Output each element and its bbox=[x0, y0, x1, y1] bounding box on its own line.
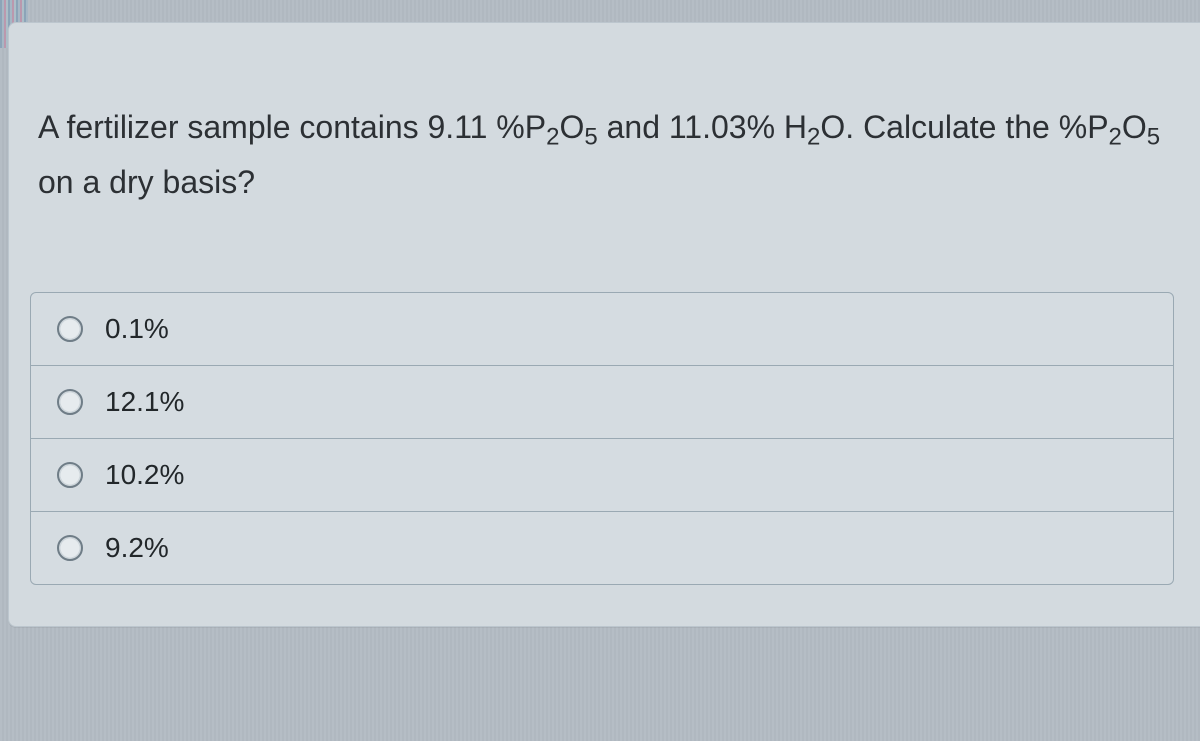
question-text: A fertilizer sample contains 9.11 %P2O5 … bbox=[38, 102, 1166, 208]
option-3[interactable]: 10.2% bbox=[31, 438, 1173, 511]
option-label: 9.2% bbox=[105, 532, 169, 564]
question-text-part: on a dry basis? bbox=[38, 164, 255, 200]
radio-icon[interactable] bbox=[57, 389, 83, 415]
option-label: 10.2% bbox=[105, 459, 184, 491]
question-card: A fertilizer sample contains 9.11 %P2O5 … bbox=[8, 22, 1200, 627]
subscript-2: 2 bbox=[807, 124, 820, 151]
question-text-part: and 11.03% H bbox=[598, 109, 807, 145]
option-2[interactable]: 12.1% bbox=[31, 365, 1173, 438]
radio-icon[interactable] bbox=[57, 316, 83, 342]
question-text-part: O. Calculate the %P bbox=[820, 109, 1108, 145]
option-label: 12.1% bbox=[105, 386, 184, 418]
option-label: 0.1% bbox=[105, 313, 169, 345]
subscript-5: 5 bbox=[584, 124, 597, 151]
options-list: 0.1% 12.1% 10.2% 9.2% bbox=[30, 292, 1174, 585]
question-text-part: O bbox=[1122, 109, 1147, 145]
option-1[interactable]: 0.1% bbox=[31, 293, 1173, 365]
radio-icon[interactable] bbox=[57, 535, 83, 561]
subscript-2: 2 bbox=[546, 124, 559, 151]
option-4[interactable]: 9.2% bbox=[31, 511, 1173, 584]
question-text-part: A fertilizer sample contains 9.11 %P bbox=[38, 109, 546, 145]
subscript-5: 5 bbox=[1147, 124, 1160, 151]
question-text-part: O bbox=[559, 109, 584, 145]
radio-icon[interactable] bbox=[57, 462, 83, 488]
subscript-2: 2 bbox=[1109, 124, 1122, 151]
